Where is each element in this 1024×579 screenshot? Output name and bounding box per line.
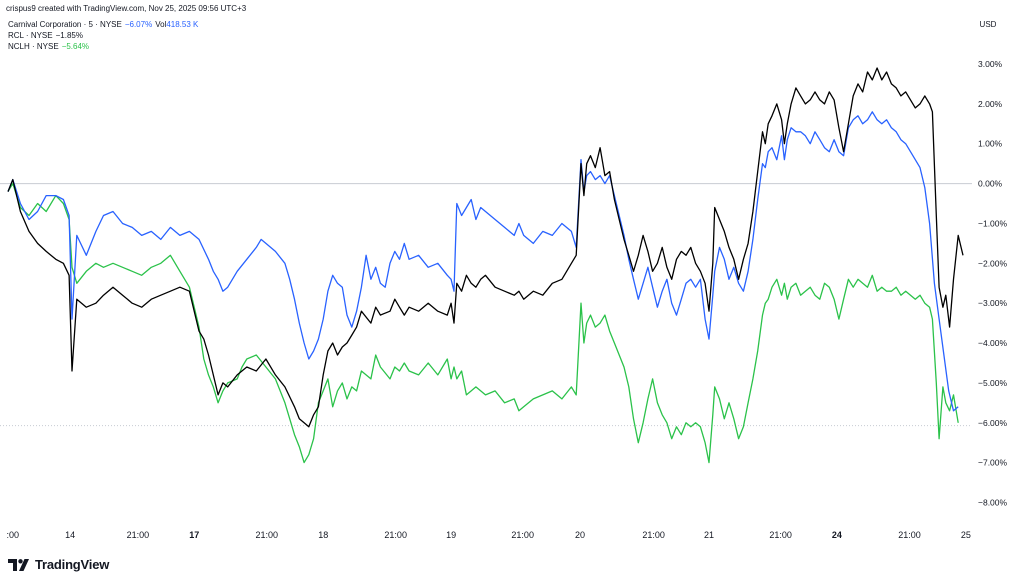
y-tick-label: 2.00% xyxy=(978,99,1003,109)
legend-rcl-change: −1.85% xyxy=(55,31,83,40)
time-scale[interactable]: :00 14 21:00 17 21:00 18 21:00 19 21:00 20 21:00 21… xyxy=(7,530,971,540)
x-tick-label: :00 xyxy=(7,530,20,540)
legend-nclh-change: −5.64% xyxy=(61,42,90,51)
x-tick-label: 21:00 xyxy=(511,530,534,540)
gridlines xyxy=(0,183,972,427)
x-tick-label: 21:00 xyxy=(769,530,792,540)
y-tick-label: 1.00% xyxy=(978,139,1003,149)
legend-primary-label: Carnival Corporation · 5 · NYSE xyxy=(8,20,122,29)
x-tick-label: 19 xyxy=(446,530,456,540)
legend-volume-value: 418.53 K xyxy=(166,20,199,29)
y-tick-label: −2.00% xyxy=(978,258,1008,268)
x-tick-label: 18 xyxy=(318,530,328,540)
legend-primary-change: −6.07% xyxy=(124,20,153,29)
x-tick-label: 21 xyxy=(704,530,714,540)
x-tick-label: 25 xyxy=(961,530,971,540)
y-tick-label: −3.00% xyxy=(978,298,1008,308)
y-tick-label: −7.00% xyxy=(978,458,1008,468)
y-tick-label: −1.00% xyxy=(978,219,1008,229)
brand-name: TradingView xyxy=(35,557,110,572)
legend-primary[interactable]: Carnival Corporation · 5 · NYSE −6.07% Vol… xyxy=(8,19,198,30)
x-tick-label: 24 xyxy=(832,530,842,540)
tradingview-logo-icon xyxy=(8,558,29,571)
series-line-nclh xyxy=(7,182,959,464)
y-tick-label: −8.00% xyxy=(978,498,1008,508)
tradingview-brand[interactable]: TradingView xyxy=(8,557,109,572)
x-tick-label: 21:00 xyxy=(127,530,150,540)
y-tick-label: −4.00% xyxy=(978,338,1008,348)
x-tick-label: 21:00 xyxy=(384,530,407,540)
x-tick-label: 17 xyxy=(189,530,199,540)
x-tick-label: 21:00 xyxy=(642,530,665,540)
series-layer xyxy=(7,67,964,464)
chart-legend: Carnival Corporation · 5 · NYSE −6.07% Vol… xyxy=(8,19,198,52)
x-tick-label: 14 xyxy=(65,530,75,540)
x-tick-label: 21:00 xyxy=(256,530,279,540)
x-tick-label: 20 xyxy=(575,530,585,540)
y-tick-label: −5.00% xyxy=(978,378,1008,388)
y-tick-label: −6.00% xyxy=(978,418,1008,428)
series-line-rcl xyxy=(7,67,964,428)
legend-nclh[interactable]: NCLH · NYSE −5.64% xyxy=(8,41,198,52)
y-tick-label: 0.00% xyxy=(978,179,1003,189)
legend-rcl[interactable]: RCL · NYSE −1.85% xyxy=(8,30,198,41)
legend-volume-label: Vol xyxy=(155,20,167,29)
x-tick-label: 21:00 xyxy=(898,530,921,540)
legend-rcl-label: RCL · NYSE xyxy=(8,31,53,40)
y-tick-label: 3.00% xyxy=(978,59,1003,69)
legend-volume: Vol418.53 K xyxy=(155,20,198,29)
creator-line: crispus9 created with TradingView.com, N… xyxy=(6,4,247,13)
legend-nclh-label: NCLH · NYSE xyxy=(8,42,59,51)
currency-label: USD xyxy=(980,20,997,29)
series-line-carnival-corporation xyxy=(7,111,959,412)
price-scale[interactable]: USD 3.00% 2.00% 1.00% 0.00% −1.00% −2.00% −3.0… xyxy=(978,20,1008,508)
